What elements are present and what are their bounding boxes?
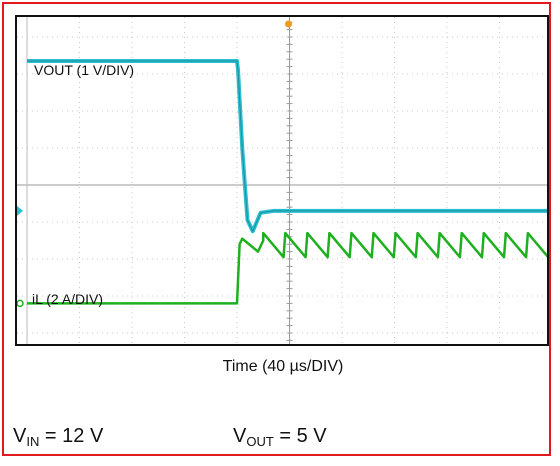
vout-symbol: V [233, 425, 247, 447]
vout-trace [27, 59, 547, 234]
vin-subscript: IN [26, 434, 40, 449]
ch2-level-marker [17, 299, 24, 308]
vin-condition: VIN = 12 V [13, 425, 103, 449]
vout-trace-core [27, 60, 547, 233]
vout-trace-label: VOUT (1 V/DIV) [34, 62, 135, 78]
vin-symbol: V [13, 425, 27, 447]
vout-subscript: OUT [246, 434, 274, 449]
trigger-marker [285, 20, 292, 28]
il-trace [27, 231, 547, 305]
vin-value: = 12 V [39, 425, 104, 447]
il-trace-label: iL (2 A/DIV) [32, 291, 104, 307]
scope-plot [17, 17, 547, 344]
oscilloscope-screen: VOUT (1 V/DIV) iL (2 A/DIV) [15, 15, 549, 346]
ch1-level-marker [17, 205, 23, 216]
vout-value: = 5 V [273, 425, 327, 447]
figure-frame [2, 2, 551, 456]
vout-condition: VOUT = 5 V [233, 425, 327, 449]
x-axis-label: Time (40 µs/DIV) [222, 358, 344, 375]
